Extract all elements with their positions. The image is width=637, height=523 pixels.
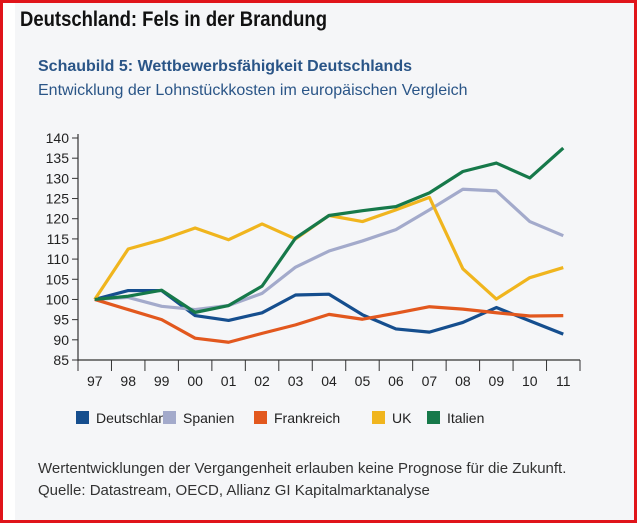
x-tick-label: 08 [455,373,471,389]
headline: Deutschland: Fels in der Brandung [20,8,328,31]
y-tick-label: 135 [46,150,70,166]
y-tick-label: 115 [47,231,70,247]
y-tick-label: 95 [53,312,69,328]
x-tick-label: 11 [556,373,571,389]
x-tick-label: 05 [355,373,371,389]
legend-swatch-deutschland [76,411,89,424]
x-tick-label: 99 [154,373,170,389]
legend-swatch-frankreich [254,411,267,424]
x-tick-label: 03 [288,373,304,389]
y-tick-label: 140 [46,130,70,146]
series-line-italien [94,146,565,314]
legend-label-spanien: Spanien [183,410,234,426]
footnote-disclaimer: Wertentwicklungen der Vergangenheit erla… [38,460,567,477]
chart-subtitle: Entwicklung der Lohnstückkosten im europ… [38,82,468,99]
legend-label-deutschland: Deutschland [96,410,174,426]
y-tick-label: 120 [46,211,70,227]
x-tick-label: 00 [187,373,203,389]
x-tick-label: 97 [87,373,103,389]
x-tick-label: 06 [388,373,404,389]
y-tick-label: 130 [46,170,70,186]
x-tick-label: 02 [254,373,270,389]
legend-swatch-italien [427,411,440,424]
legend-swatch-uk [372,411,385,424]
y-tick-label: 125 [46,191,70,207]
x-tick-label: 09 [489,373,505,389]
x-tick-label: 04 [321,373,337,389]
legend-label-frankreich: Frankreich [274,410,340,426]
y-tick-label: 85 [53,352,69,368]
legend-label-italien: Italien [447,410,484,426]
y-tick-label: 100 [46,291,70,307]
footnote-source: Quelle: Datastream, OECD, Allianz GI Kap… [38,482,430,499]
y-tick-label: 110 [47,251,70,267]
x-tick-label: 07 [422,373,438,389]
legend-swatch-spanien [163,411,176,424]
legend-label-uk: UK [392,410,412,426]
series-line-uk [93,195,564,301]
y-tick-label: 105 [46,271,70,287]
chart-title: Schaubild 5: Wettbewerbsfähigkeit Deutsc… [38,58,412,75]
x-tick-label: 10 [522,373,538,389]
x-tick-label: 01 [221,373,237,389]
x-tick-label: 98 [120,373,136,389]
y-tick-label: 90 [53,332,69,348]
